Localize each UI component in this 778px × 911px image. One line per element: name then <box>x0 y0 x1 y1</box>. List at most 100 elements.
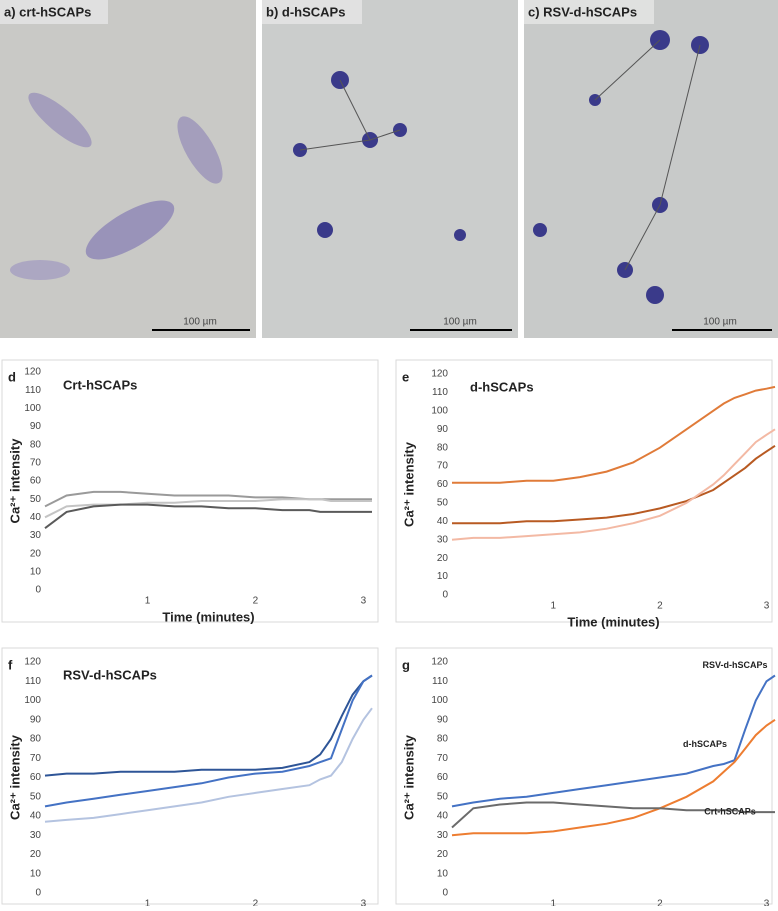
series-line <box>452 444 776 525</box>
y-tick-label: 70 <box>30 457 42 468</box>
x-tick-label: 1 <box>145 596 151 607</box>
series-label: RSV-d-hSCAPs <box>702 660 767 670</box>
y-tick-label: 100 <box>431 405 448 416</box>
x-tick-label: 3 <box>764 899 770 906</box>
y-tick-label: 110 <box>25 676 41 687</box>
panel-border <box>395 359 773 623</box>
x-tick-label: 1 <box>145 899 151 906</box>
x-tick-label: 2 <box>253 899 259 906</box>
y-tick-label: 30 <box>437 534 449 545</box>
y-tick-label: 120 <box>24 367 41 378</box>
y-tick-label: 40 <box>30 512 42 523</box>
y-tick-label: 20 <box>437 849 449 860</box>
scale-bar-label: 100 µm <box>443 317 477 328</box>
image-label: b) d-hSCAPs <box>266 4 345 19</box>
y-tick-label: 20 <box>437 553 449 564</box>
y-tick-label: 100 <box>24 695 41 706</box>
y-axis-label: Ca²⁺ intensity <box>401 734 416 820</box>
y-tick-label: 70 <box>30 753 42 764</box>
x-tick-label: 1 <box>550 601 556 612</box>
y-tick-label: 10 <box>30 868 42 879</box>
panel-label: d <box>8 369 16 384</box>
chart-title: Crt-hSCAPs <box>63 377 137 392</box>
y-tick-label: 120 <box>24 657 41 668</box>
y-tick-label: 50 <box>30 791 42 802</box>
y-tick-label: 110 <box>432 387 448 398</box>
y-tick-label: 80 <box>437 734 449 745</box>
x-tick-label: 1 <box>550 899 556 906</box>
x-tick-label: 3 <box>361 596 367 607</box>
micrograph <box>524 0 778 338</box>
y-axis-label: Ca²⁺ intensity <box>401 441 416 527</box>
y-tick-label: 90 <box>437 714 449 725</box>
y-tick-label: 90 <box>30 421 42 432</box>
y-tick-label: 110 <box>25 385 41 396</box>
series-line <box>44 674 373 808</box>
y-tick-label: 60 <box>437 479 449 490</box>
y-tick-label: 0 <box>442 888 448 899</box>
panel-border <box>395 647 773 905</box>
x-tick-label: 3 <box>361 899 367 906</box>
y-tick-label: 100 <box>431 695 448 706</box>
y-tick-label: 80 <box>30 439 42 450</box>
y-tick-label: 40 <box>30 811 42 822</box>
y-tick-label: 60 <box>437 772 449 783</box>
x-tick-label: 2 <box>657 601 663 612</box>
y-tick-label: 120 <box>431 369 448 380</box>
y-tick-label: 10 <box>437 868 449 879</box>
y-tick-label: 60 <box>30 772 42 783</box>
image-label: c) RSV-d-hSCAPs <box>528 4 637 19</box>
series-line <box>451 718 776 837</box>
micrograph <box>262 0 518 338</box>
y-tick-label: 40 <box>437 516 449 527</box>
series-line <box>451 801 775 829</box>
panel-border <box>1 359 379 623</box>
y-tick-label: 100 <box>24 403 41 414</box>
micrograph <box>0 0 256 338</box>
y-tick-label: 0 <box>35 888 41 899</box>
panel-label: f <box>8 657 13 672</box>
series-label: d-hSCAPs <box>683 739 727 749</box>
y-axis-label: Ca²⁺ intensity <box>7 438 22 524</box>
x-tick-label: 2 <box>253 596 259 607</box>
y-tick-label: 20 <box>30 849 42 860</box>
series-label: Crt-hSCAPs <box>704 807 756 817</box>
series-line <box>451 674 776 808</box>
series-line <box>44 707 373 823</box>
y-tick-label: 110 <box>432 676 448 687</box>
series-line <box>451 428 776 541</box>
y-tick-label: 0 <box>35 585 41 596</box>
y-tick-label: 80 <box>437 442 449 453</box>
x-tick-label: 2 <box>657 899 663 906</box>
y-tick-label: 120 <box>431 657 448 668</box>
y-tick-label: 30 <box>30 830 42 841</box>
y-tick-label: 70 <box>437 753 449 764</box>
y-tick-label: 80 <box>30 734 42 745</box>
y-axis-label: Ca²⁺ intensity <box>7 734 22 820</box>
y-tick-label: 90 <box>437 424 449 435</box>
y-tick-label: 40 <box>437 811 449 822</box>
scale-bar-label: 100 µm <box>183 317 217 328</box>
y-tick-label: 20 <box>30 548 42 559</box>
series-line <box>44 674 373 777</box>
x-axis-label: Time (minutes) <box>162 609 254 624</box>
y-tick-label: 0 <box>442 590 448 601</box>
panel-label: e <box>402 369 409 384</box>
y-tick-label: 10 <box>30 566 42 577</box>
y-tick-label: 70 <box>437 461 449 472</box>
series-line <box>452 385 776 484</box>
y-tick-label: 90 <box>30 714 42 725</box>
series-line <box>44 503 372 529</box>
x-tick-label: 3 <box>764 601 770 612</box>
y-tick-label: 30 <box>30 530 42 541</box>
y-tick-label: 50 <box>437 498 449 509</box>
series-line <box>44 490 372 508</box>
chart-title: d-hSCAPs <box>470 379 534 394</box>
series-line <box>44 498 372 519</box>
scale-bar-label: 100 µm <box>703 317 737 328</box>
x-axis-label: Time (minutes) <box>567 614 659 629</box>
image-label: a) crt-hSCAPs <box>4 4 91 19</box>
panel-border <box>1 647 379 905</box>
